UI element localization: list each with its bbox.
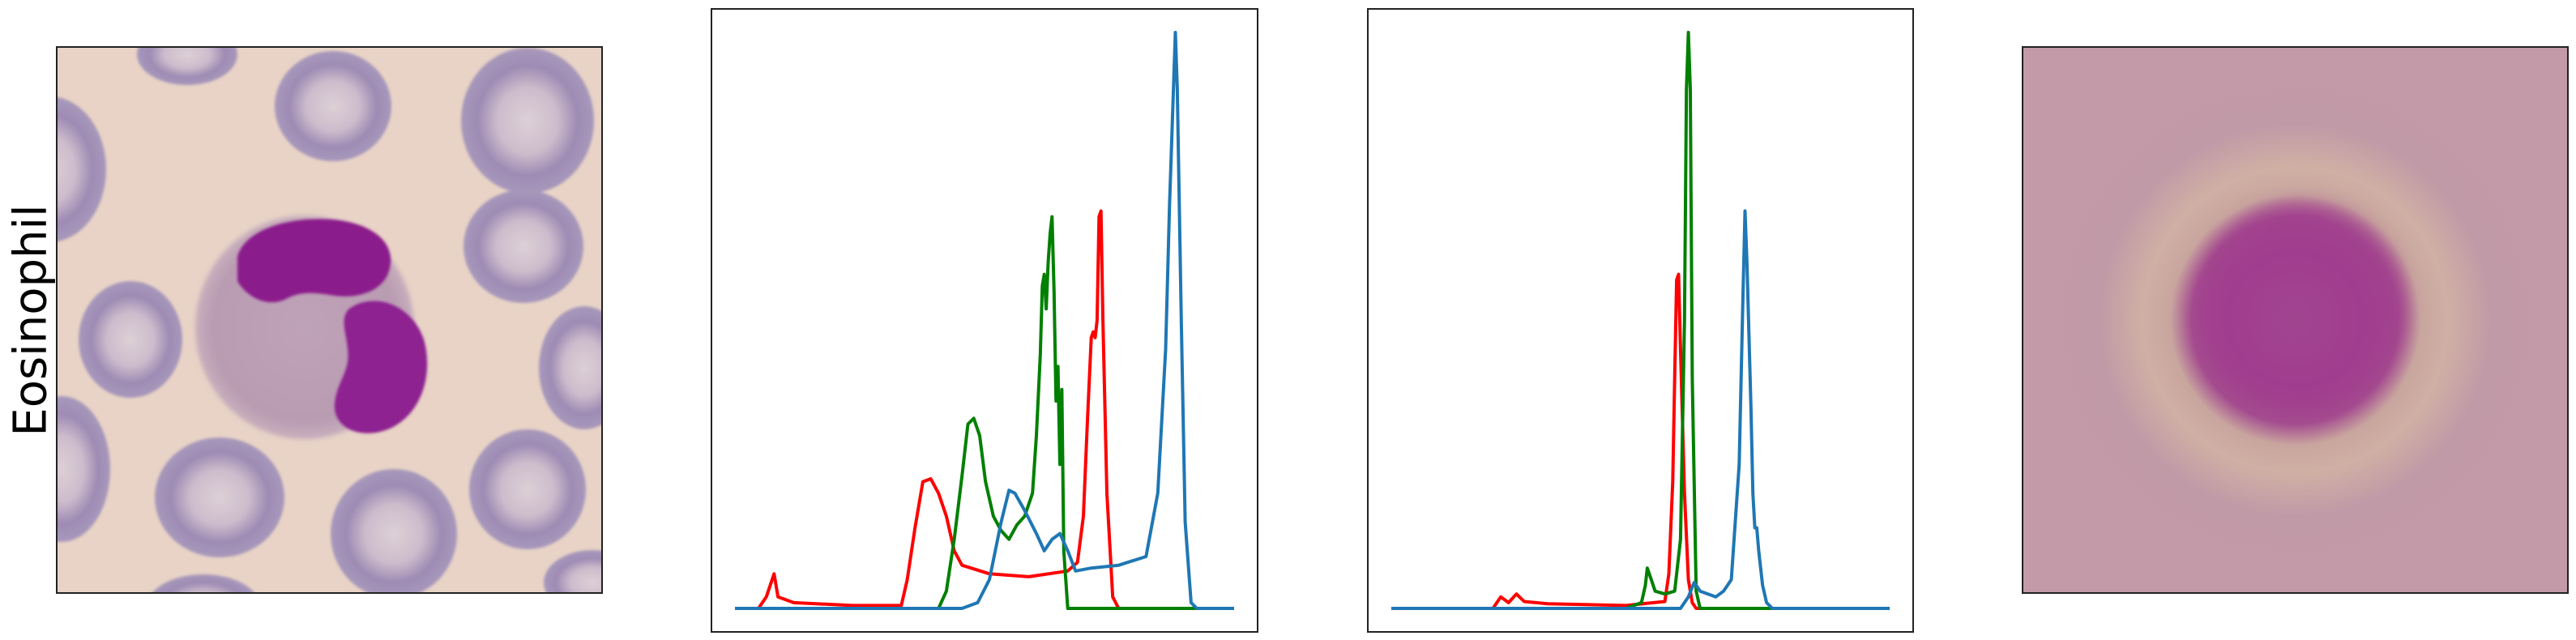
nucleus-lobe-lower	[334, 301, 428, 433]
rbc	[58, 396, 110, 542]
histogram-series-line	[735, 215, 1234, 610]
rbc	[79, 281, 182, 398]
red-blood-cells	[58, 48, 601, 592]
eosinophil	[195, 215, 428, 439]
histogram-panel-1	[711, 8, 1258, 633]
histogram-series-line	[1391, 272, 1890, 610]
mean-center-blob	[2198, 202, 2406, 409]
mean-image-panel	[2022, 46, 2569, 594]
histogram-series-line	[735, 209, 1234, 610]
rbc	[155, 437, 284, 557]
histogram-series-line	[1391, 31, 1890, 610]
rbc	[469, 429, 586, 549]
rbc	[331, 469, 457, 592]
rbc	[137, 48, 237, 85]
histogram-panel-2	[1367, 8, 1914, 633]
cell-image	[58, 48, 601, 592]
rbc	[152, 574, 254, 592]
rbc	[539, 306, 601, 429]
row-label: Eosinophil	[4, 0, 58, 640]
rbc	[275, 51, 391, 161]
histogram-chart-2	[1391, 31, 1890, 610]
rbc	[464, 190, 583, 303]
rbc	[58, 96, 106, 242]
mean-image	[2023, 48, 2567, 592]
cell-image-panel	[56, 46, 603, 594]
histogram-series-line	[1391, 209, 1890, 610]
histogram-chart-1	[735, 31, 1234, 610]
nucleus-lobe-upper	[237, 219, 391, 303]
rbc	[461, 48, 594, 194]
histogram-series-line	[735, 31, 1234, 610]
row-label-text: Eosinophil	[4, 203, 58, 437]
rbc	[544, 550, 601, 592]
